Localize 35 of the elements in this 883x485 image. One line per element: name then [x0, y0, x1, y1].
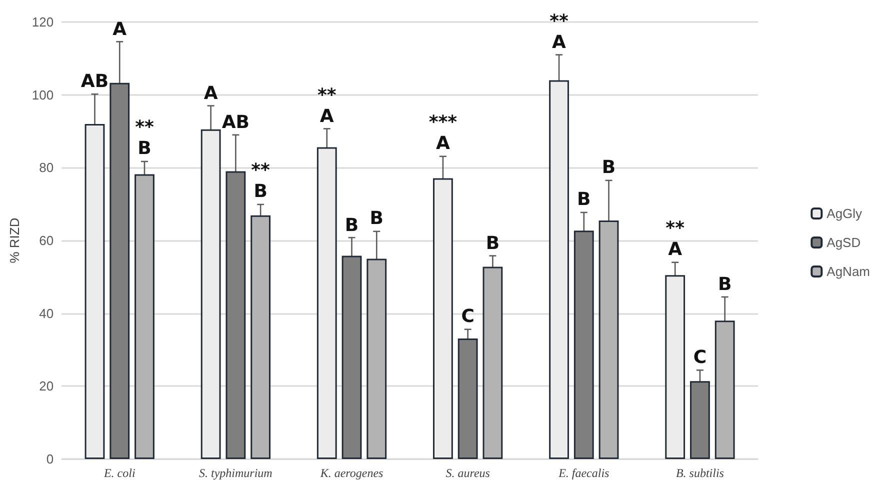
- data-label: A: [112, 18, 127, 40]
- data-label: *** A: [428, 112, 458, 154]
- x-tick-label: E. faecalis: [558, 466, 610, 480]
- data-label: ** A: [666, 218, 685, 260]
- y-tick-label: 0: [46, 452, 54, 466]
- data-label: A: [204, 82, 218, 104]
- x-tick-label: B. subtilis: [676, 466, 724, 480]
- y-tick-label: 120: [32, 14, 54, 30]
- data-label: C: [693, 347, 707, 368]
- legend-label: AgNam: [826, 264, 870, 279]
- data-label: B: [602, 157, 616, 178]
- data-label: B: [718, 274, 732, 295]
- legend-label: AgGly: [826, 206, 863, 221]
- y-tick-label: 100: [32, 87, 54, 102]
- y-tick-label: 40: [39, 306, 54, 321]
- data-label: B: [344, 214, 359, 236]
- data-label: AB: [222, 112, 250, 133]
- data-label: C: [461, 306, 474, 328]
- data-label: AB: [80, 71, 109, 92]
- data-label: ** B: [135, 117, 154, 160]
- y-axis-title: % RIZD: [7, 218, 22, 264]
- data-label: B: [577, 189, 591, 210]
- x-tick-label: S. typhimurium: [199, 466, 273, 480]
- y-tick-label: 20: [39, 378, 54, 394]
- data-label: ** B: [251, 160, 270, 202]
- data-label: ** A: [317, 84, 336, 127]
- data-label: ** A: [550, 10, 568, 53]
- x-tick-label: S. aureus: [446, 466, 490, 480]
- data-label: B: [370, 208, 384, 230]
- x-tick-label: K. aerogenes: [319, 466, 384, 480]
- y-tick-label: 60: [39, 233, 54, 248]
- legend-label: AgSD: [826, 235, 861, 250]
- x-tick-label: E. coli: [102, 466, 136, 480]
- data-label: B: [486, 232, 500, 254]
- y-tick-label: 80: [39, 160, 54, 176]
